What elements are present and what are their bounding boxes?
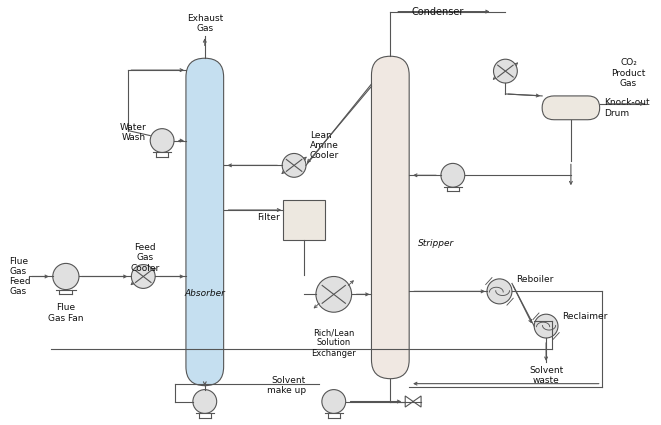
Circle shape [150, 129, 174, 153]
Text: Lean
Amine
Cooler: Lean Amine Cooler [310, 130, 339, 160]
Circle shape [494, 59, 518, 83]
Bar [283, 200, 325, 240]
Circle shape [53, 264, 79, 289]
Text: Knock-out: Knock-out [603, 98, 649, 108]
Text: Reboiler: Reboiler [516, 275, 553, 284]
Text: Condenser: Condenser [412, 7, 464, 17]
Text: Drum: Drum [603, 109, 629, 118]
FancyBboxPatch shape [542, 96, 600, 120]
Polygon shape [405, 396, 421, 407]
Text: Feed
Gas: Feed Gas [9, 277, 31, 296]
Text: Feed
Gas
Cooler: Feed Gas Cooler [131, 243, 160, 272]
Circle shape [322, 390, 346, 414]
Text: Reclaimer: Reclaimer [562, 312, 607, 321]
Text: Filter: Filter [257, 213, 280, 222]
Circle shape [316, 277, 352, 312]
Circle shape [193, 390, 217, 414]
Text: Solvent
make up: Solvent make up [267, 376, 306, 395]
Text: Flue
Gas: Flue Gas [9, 257, 28, 276]
Text: Flue
Gas Fan: Flue Gas Fan [48, 303, 84, 323]
Circle shape [282, 153, 306, 177]
Text: Stripper: Stripper [418, 239, 454, 248]
Circle shape [487, 279, 512, 304]
FancyBboxPatch shape [371, 56, 409, 379]
Text: Exhaust
Gas: Exhaust Gas [186, 14, 223, 34]
Text: Rich/Lean
Solution
Exchanger: Rich/Lean Solution Exchanger [311, 328, 356, 358]
Circle shape [132, 265, 155, 289]
Circle shape [441, 163, 465, 187]
Text: Absorber: Absorber [184, 289, 225, 298]
Text: Solvent
waste: Solvent waste [529, 366, 563, 385]
FancyBboxPatch shape [186, 58, 223, 385]
Text: CO₂
Product
Gas: CO₂ Product Gas [611, 58, 646, 88]
Circle shape [534, 314, 558, 338]
Text: Water
Wash: Water Wash [120, 123, 146, 142]
